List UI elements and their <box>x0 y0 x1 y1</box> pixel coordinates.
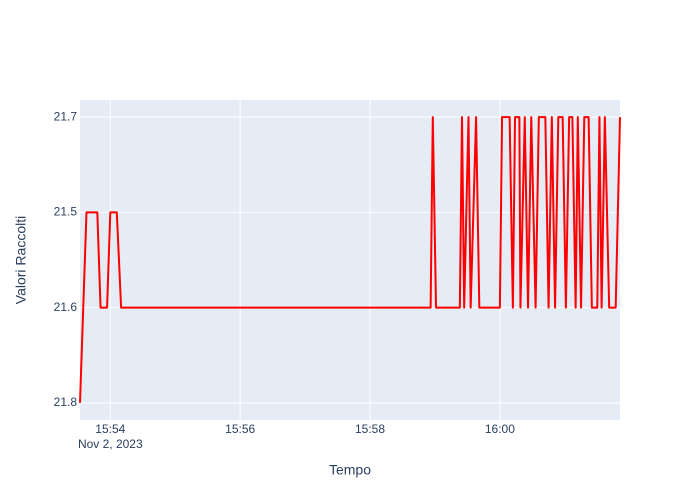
y-tick-label: 21.8 <box>54 395 78 409</box>
x-tick-label: 15:56 <box>225 422 255 436</box>
x-axis-title: Tempo <box>329 462 371 478</box>
y-axis-title: Valori Raccolti <box>13 216 29 304</box>
y-tick-label: 21.6 <box>54 300 78 314</box>
data-line <box>79 116 621 403</box>
y-tick-label: 21.5 <box>54 205 78 219</box>
x-tick-label: 16:00 <box>485 422 515 436</box>
x-tick-label: 15:58 <box>355 422 385 436</box>
y-tick-label: 21.7 <box>54 109 78 123</box>
x-date-label: Nov 2, 2023 <box>78 437 143 451</box>
x-tick-label: 15:54 <box>95 422 125 436</box>
